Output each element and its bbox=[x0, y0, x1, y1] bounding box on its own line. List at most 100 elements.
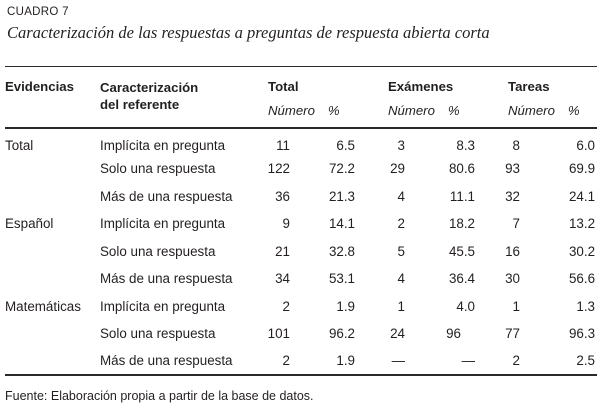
pct-value-cell: 30.2 bbox=[568, 243, 596, 259]
header-group-examenes: Exámenes bbox=[388, 79, 454, 94]
pct-value-cell: 21.3 bbox=[328, 188, 355, 204]
numero-value-cell: 4 bbox=[397, 188, 405, 204]
numero-value-cell: 2 bbox=[397, 216, 405, 232]
header-caracterizacion: Caracterización del referente bbox=[100, 67, 262, 128]
evidencia-cell bbox=[5, 238, 100, 266]
pct-value-cell: 13.2 bbox=[568, 216, 596, 232]
caracterizacion-cell: Más de una respuesta bbox=[100, 188, 233, 204]
pct-value-cell: 18.2 bbox=[448, 216, 475, 232]
title-block: CUADRO 7 Caracterización de las respuest… bbox=[0, 0, 604, 43]
numero-value-cell: 2 bbox=[282, 298, 290, 314]
evidencia-cell bbox=[5, 265, 100, 293]
numero-value-cell: 122 bbox=[267, 161, 290, 177]
table-row: Solo una respuesta 122 72.2 29 80.6 93 69.9 bbox=[5, 155, 597, 183]
subheader-examenes-pair: Número % bbox=[388, 103, 477, 118]
pct-value-cell: — bbox=[461, 353, 475, 369]
header-caracterizacion-line1: Caracterización bbox=[100, 80, 199, 95]
pct-value-cell: 96.3 bbox=[568, 326, 596, 342]
numero-value-cell: — bbox=[391, 353, 405, 369]
numero-value-cell: 8 bbox=[512, 138, 520, 154]
header-row-groups: Evidencias Caracterización del referente… bbox=[5, 67, 597, 112]
numero-value-cell: 29 bbox=[390, 161, 405, 177]
pct-value-cell: 4.0 bbox=[456, 298, 475, 314]
data-table: Evidencias Caracterización del referente… bbox=[5, 66, 598, 376]
numero-value-cell: 34 bbox=[275, 271, 290, 287]
pct-value-cell: 6.5 bbox=[336, 138, 355, 154]
subheader-total-pct: % bbox=[327, 102, 340, 118]
pct-value-cell: 72.2 bbox=[328, 161, 355, 177]
table-row: Más de una respuesta 36 21.3 4 11.1 32 24.1 bbox=[5, 183, 597, 211]
table-row: Más de una respuesta 34 53.1 4 36.4 30 56.6 bbox=[5, 265, 597, 293]
numero-value-cell: 9 bbox=[282, 216, 290, 232]
table-row: Matemáticas Implícita en pregunta 2 1.9 1 4.0… bbox=[5, 293, 597, 321]
subheader-total-numero: Número bbox=[268, 102, 315, 118]
pct-value-cell: 11.1 bbox=[449, 188, 475, 204]
numero-value-cell: 77 bbox=[505, 326, 520, 342]
pct-value-cell: 96.2 bbox=[328, 326, 355, 342]
subheader-examenes: Número % bbox=[357, 98, 477, 128]
pct-value-cell: 45.5 bbox=[448, 243, 475, 259]
numero-value-cell: 5 bbox=[397, 243, 405, 259]
numero-value-cell: 7 bbox=[512, 216, 520, 232]
evidencia-cell: Español bbox=[5, 216, 54, 232]
subheader-tareas-pair: Número % bbox=[508, 103, 597, 118]
numero-value-cell: 93 bbox=[505, 161, 520, 177]
caracterizacion-cell: Implícita en pregunta bbox=[100, 298, 226, 314]
numero-value-cell: 36 bbox=[275, 188, 290, 204]
table-body: Total Implícita en pregunta 11 6.5 3 8.3 8 6.0 S… bbox=[5, 128, 597, 376]
pct-value-cell: 2.5 bbox=[576, 353, 596, 369]
header-evidencias: Evidencias bbox=[5, 79, 74, 94]
source-note: Fuente: Elaboración propia a partir de l… bbox=[5, 389, 314, 403]
table-number-label: CUADRO 7 bbox=[7, 6, 69, 18]
caracterizacion-cell: Implícita en pregunta bbox=[100, 138, 226, 154]
table-row: Total Implícita en pregunta 11 6.5 3 8.3 8 6.0 bbox=[5, 128, 597, 156]
numero-value-cell: 21 bbox=[275, 243, 290, 259]
header-group-tareas: Tareas bbox=[508, 79, 550, 94]
numero-value-cell: 3 bbox=[397, 138, 405, 154]
pct-value-cell: 96 bbox=[446, 326, 461, 342]
numero-value-cell: 2 bbox=[282, 353, 290, 369]
subheader-total: Número % bbox=[262, 98, 357, 128]
subheader-total-pair: Número % bbox=[268, 103, 357, 118]
evidencia-cell bbox=[5, 348, 100, 376]
numero-value-cell: 1 bbox=[397, 298, 405, 314]
evidencia-cell: Total bbox=[5, 138, 34, 154]
pct-value-cell: 1.3 bbox=[576, 298, 596, 314]
caracterizacion-cell: Solo una respuesta bbox=[100, 161, 216, 177]
header-row-subheaders: Número % Número % Número % bbox=[5, 98, 597, 128]
numero-value-cell: 2 bbox=[512, 353, 520, 369]
table-row: Solo una respuesta 101 96.2 24 96 77 96.3 bbox=[5, 320, 597, 348]
caracterizacion-cell: Más de una respuesta bbox=[100, 353, 233, 369]
pct-value-cell: 6.0 bbox=[576, 138, 596, 154]
pct-value-cell: 8.3 bbox=[456, 138, 475, 154]
evidencia-cell bbox=[5, 155, 100, 183]
pct-value-cell: 1.9 bbox=[336, 298, 355, 314]
pct-value-cell: 80.6 bbox=[448, 161, 475, 177]
caracterizacion-cell: Implícita en pregunta bbox=[100, 216, 226, 232]
evidencia-cell: Matemáticas bbox=[5, 298, 81, 314]
numero-value-cell: 30 bbox=[505, 271, 520, 287]
numero-value-cell: 24 bbox=[390, 326, 405, 342]
pct-value-cell: 32.8 bbox=[328, 243, 355, 259]
subheader-examenes-pct: % bbox=[447, 102, 460, 118]
numero-value-cell: 16 bbox=[505, 243, 520, 259]
subheader-tareas: Número % bbox=[477, 98, 597, 128]
subheader-examenes-numero: Número bbox=[388, 102, 435, 118]
table-title: Caracterización de las respuestas a preg… bbox=[7, 23, 490, 42]
evidencia-cell bbox=[5, 183, 100, 211]
header-group-total: Total bbox=[268, 79, 299, 94]
pct-value-cell: 14.1 bbox=[328, 216, 355, 232]
numero-value-cell: 11 bbox=[276, 138, 290, 154]
evidencia-cell bbox=[5, 320, 100, 348]
table-row: Solo una respuesta 21 32.8 5 45.5 16 30.2 bbox=[5, 238, 597, 266]
pct-value-cell: 56.6 bbox=[568, 271, 596, 287]
pct-value-cell: 24.1 bbox=[568, 188, 596, 204]
pct-value-cell: 36.4 bbox=[448, 271, 475, 287]
caracterizacion-cell: Solo una respuesta bbox=[100, 243, 216, 259]
caracterizacion-cell: Solo una respuesta bbox=[100, 326, 216, 342]
pct-value-cell: 53.1 bbox=[328, 271, 355, 287]
pct-value-cell: 1.9 bbox=[336, 353, 355, 369]
pct-value-cell: 69.9 bbox=[568, 161, 596, 177]
table-row: Español Implícita en pregunta 9 14.1 2 18.2 7 1… bbox=[5, 210, 597, 238]
